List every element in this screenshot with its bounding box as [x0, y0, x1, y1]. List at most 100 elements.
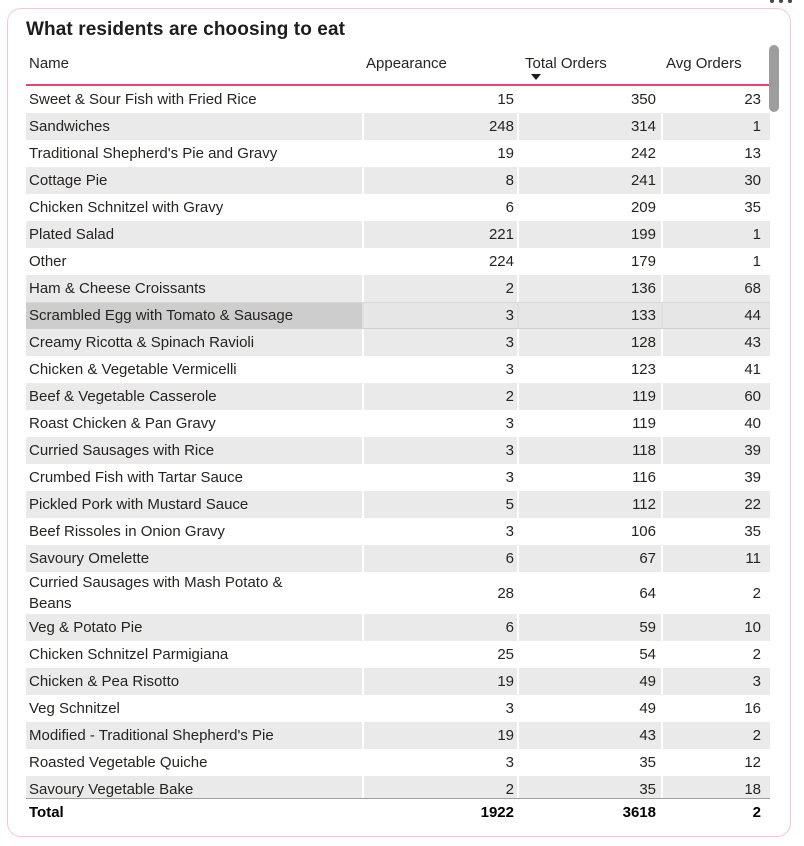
cell-appearance: 19 [362, 140, 517, 167]
cell-total-orders: 179 [517, 248, 661, 275]
table-row[interactable]: Curried Sausages with Rice 3 118 39 [26, 437, 770, 464]
cell-appearance: 19 [362, 722, 517, 749]
cell-name: Veg Schnitzel [26, 695, 362, 722]
more-options-button[interactable] [770, 0, 792, 3]
cell-total-orders: 118 [517, 437, 661, 464]
cell-appearance: 2 [362, 776, 517, 798]
cell-total-orders: 67 [517, 545, 661, 572]
table-row[interactable]: Ham & Cheese Croissants 2 136 68 [26, 275, 770, 302]
column-header-appearance[interactable]: Appearance [366, 55, 447, 72]
vertical-scrollbar-thumb[interactable] [769, 45, 779, 112]
cell-total-orders: 49 [517, 695, 661, 722]
cell-appearance: 3 [362, 695, 517, 722]
table-row[interactable]: Plated Salad 221 199 1 [26, 221, 770, 248]
cell-appearance: 3 [362, 303, 517, 328]
cell-name: Scrambled Egg with Tomato & Sausage [26, 303, 362, 328]
cell-avg-orders: 30 [661, 167, 770, 194]
table-row[interactable]: Beef & Vegetable Casserole 2 119 60 [26, 383, 770, 410]
cell-name: Other [26, 248, 362, 275]
cell-total-orders: 49 [517, 668, 661, 695]
table-row[interactable]: Savoury Omelette 6 67 11 [26, 545, 770, 572]
cell-name: Creamy Ricotta & Spinach Ravioli [26, 329, 362, 356]
cell-avg-orders: 44 [661, 303, 770, 328]
cell-appearance: 25 [362, 641, 517, 668]
cell-name: Curried Sausages with Rice [26, 437, 362, 464]
visual-title: What residents are choosing to eat [26, 19, 346, 40]
cell-avg-orders: 10 [661, 614, 770, 641]
table-row[interactable]: Modified - Traditional Shepherd's Pie 19… [26, 722, 770, 749]
table-body: Sweet & Sour Fish with Fried Rice 15 350… [26, 86, 770, 798]
cell-avg-orders: 40 [661, 410, 770, 437]
cell-avg-orders: 39 [661, 464, 770, 491]
cell-appearance: 221 [362, 221, 517, 248]
column-header-name[interactable]: Name [29, 55, 70, 72]
table-row[interactable]: Roasted Vegetable Quiche 3 35 12 [26, 749, 770, 776]
cell-name: Chicken & Vegetable Vermicelli [26, 356, 362, 383]
cell-appearance: 2 [362, 275, 517, 302]
table-header-row: Name Appearance Total Orders Avg Orders [26, 53, 770, 82]
ellipsis-icon [779, 0, 783, 3]
table-row[interactable]: Veg Schnitzel 3 49 16 [26, 695, 770, 722]
table-row[interactable]: Cottage Pie 8 241 30 [26, 167, 770, 194]
table-total-row: Total 1922 3618 2 [26, 798, 770, 826]
table-row[interactable]: Traditional Shepherd's Pie and Gravy 19 … [26, 140, 770, 167]
cell-avg-orders: 35 [661, 194, 770, 221]
cell-name: Sweet & Sour Fish with Fried Rice [26, 86, 362, 113]
cell-total-orders: 133 [517, 303, 661, 328]
cell-appearance: 6 [362, 614, 517, 641]
food-orders-table: Name Appearance Total Orders Avg Orders … [26, 53, 770, 826]
cell-total-orders: 119 [517, 410, 661, 437]
total-appearance: 1922 [480, 804, 514, 821]
cell-avg-orders: 60 [661, 383, 770, 410]
table-row[interactable]: Savoury Vegetable Bake 2 35 18 [26, 776, 770, 798]
cell-name: Chicken & Pea Risotto [26, 668, 362, 695]
cell-appearance: 28 [362, 572, 517, 614]
cell-avg-orders: 2 [661, 641, 770, 668]
table-row[interactable]: Other 224 179 1 [26, 248, 770, 275]
cell-avg-orders: 23 [661, 86, 770, 113]
cell-name: Traditional Shepherd's Pie and Gravy [26, 140, 362, 167]
cell-total-orders: 242 [517, 140, 661, 167]
column-header-avg-orders[interactable]: Avg Orders [666, 55, 742, 72]
total-label: Total [29, 804, 64, 821]
cell-appearance: 8 [362, 167, 517, 194]
table-row[interactable]: Roast Chicken & Pan Gravy 3 119 40 [26, 410, 770, 437]
cell-avg-orders: 1 [661, 113, 770, 140]
cell-avg-orders: 3 [661, 668, 770, 695]
column-header-total-orders[interactable]: Total Orders [517, 53, 661, 80]
cell-total-orders: 106 [517, 518, 661, 545]
cell-appearance: 3 [362, 437, 517, 464]
cell-total-orders: 199 [517, 221, 661, 248]
table-row[interactable]: Sandwiches 248 314 1 [26, 113, 770, 140]
cell-total-orders: 35 [517, 776, 661, 798]
table-row[interactable]: Chicken & Vegetable Vermicelli 3 123 41 [26, 356, 770, 383]
cell-appearance: 248 [362, 113, 517, 140]
cell-name: Chicken Schnitzel with Gravy [26, 194, 362, 221]
table-row[interactable]: Chicken Schnitzel with Gravy 6 209 35 [26, 194, 770, 221]
table-row[interactable]: Beef Rissoles in Onion Gravy 3 106 35 [26, 518, 770, 545]
cell-name: Beef Rissoles in Onion Gravy [26, 518, 362, 545]
cell-total-orders: 128 [517, 329, 661, 356]
table-row[interactable]: Pickled Pork with Mustard Sauce 5 112 22 [26, 491, 770, 518]
table-row[interactable]: Veg & Potato Pie 6 59 10 [26, 614, 770, 641]
cell-name: Sandwiches [26, 113, 362, 140]
total-total-orders: 3618 [622, 804, 656, 821]
cell-avg-orders: 39 [661, 437, 770, 464]
cell-avg-orders: 13 [661, 140, 770, 167]
table-row[interactable]: Chicken Schnitzel Parmigiana 25 54 2 [26, 641, 770, 668]
table-row[interactable]: Chicken & Pea Risotto 19 49 3 [26, 668, 770, 695]
table-row[interactable]: Crumbed Fish with Tartar Sauce 3 116 39 [26, 464, 770, 491]
cell-total-orders: 59 [517, 614, 661, 641]
cell-name: Beef & Vegetable Casserole [26, 383, 362, 410]
cell-appearance: 3 [362, 410, 517, 437]
cell-appearance: 3 [362, 518, 517, 545]
cell-total-orders: 64 [517, 572, 661, 614]
table-row[interactable]: Curried Sausages with Mash Potato & Bean… [26, 572, 770, 614]
cell-appearance: 19 [362, 668, 517, 695]
table-row[interactable]: Sweet & Sour Fish with Fried Rice 15 350… [26, 86, 770, 113]
cell-avg-orders: 11 [661, 545, 770, 572]
ellipsis-icon [770, 0, 774, 3]
table-row[interactable]: Scrambled Egg with Tomato & Sausage 3 13… [26, 302, 770, 329]
cell-avg-orders: 68 [661, 275, 770, 302]
table-row[interactable]: Creamy Ricotta & Spinach Ravioli 3 128 4… [26, 329, 770, 356]
